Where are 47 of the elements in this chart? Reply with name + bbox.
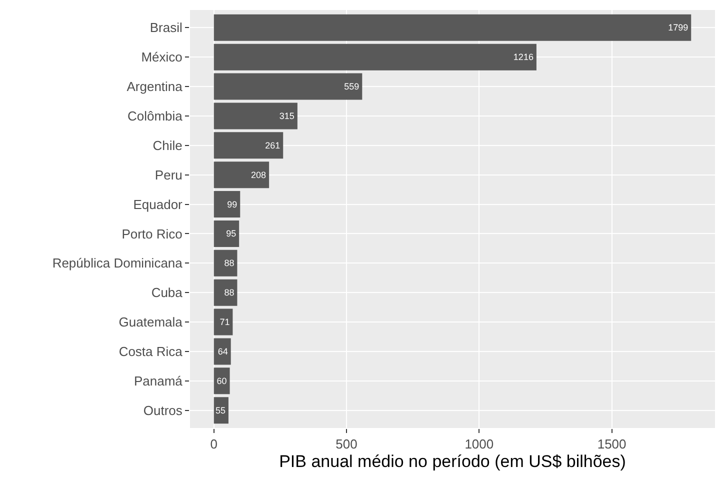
bar xyxy=(214,250,238,276)
data-label: 99 xyxy=(227,199,238,210)
data-label: 60 xyxy=(216,376,227,386)
bar xyxy=(214,44,536,70)
y-tick-label: Peru xyxy=(154,167,182,182)
bar xyxy=(214,102,298,130)
data-label: 55 xyxy=(215,405,226,416)
data-label: 1799 xyxy=(668,22,688,33)
x-tick-label: 500 xyxy=(336,436,358,452)
y-tick-label: Colômbia xyxy=(127,108,184,124)
data-label: 88 xyxy=(224,288,234,298)
y-tick-label: Cuba xyxy=(151,285,184,300)
y-tick-label: Outros xyxy=(143,402,183,418)
data-label: 261 xyxy=(265,140,280,150)
y-tick-label: Costa Rica xyxy=(118,344,184,360)
y-tick-label: Guatemala xyxy=(118,314,184,330)
data-label: 559 xyxy=(344,82,360,92)
bar xyxy=(214,397,228,424)
bar xyxy=(214,73,362,100)
x-tick-label: 1500 xyxy=(597,436,626,452)
y-tick-label: República Dominicana xyxy=(52,256,184,271)
data-label: 315 xyxy=(279,110,294,121)
bar xyxy=(214,279,238,306)
data-label: 71 xyxy=(220,317,230,328)
data-label: 88 xyxy=(224,258,234,268)
y-tick-label: Argentina xyxy=(126,79,184,94)
y-tick-label: Brasil xyxy=(150,20,183,36)
bar xyxy=(214,132,284,159)
y-tick-label: Porto Rico xyxy=(122,226,182,242)
y-tick-label: México xyxy=(141,50,182,65)
bar xyxy=(214,308,233,336)
bar xyxy=(214,14,692,41)
bar xyxy=(214,338,231,365)
data-label: 95 xyxy=(226,228,236,239)
data-label: 208 xyxy=(251,170,266,180)
data-label: 1216 xyxy=(513,52,534,62)
y-tick-label: Chile xyxy=(152,138,182,153)
data-label: 64 xyxy=(218,346,228,356)
x-tick-label: 0 xyxy=(210,436,218,452)
y-tick-label: Panamá xyxy=(134,373,184,388)
x-tick-label: 1000 xyxy=(464,436,494,452)
x-axis-title: PIB anual médio no período (em US$ bilhões) xyxy=(279,452,626,471)
y-tick-label: Equador xyxy=(133,196,184,212)
bar xyxy=(214,162,270,188)
bar xyxy=(214,220,240,247)
bar xyxy=(214,368,230,394)
bar xyxy=(214,191,240,218)
